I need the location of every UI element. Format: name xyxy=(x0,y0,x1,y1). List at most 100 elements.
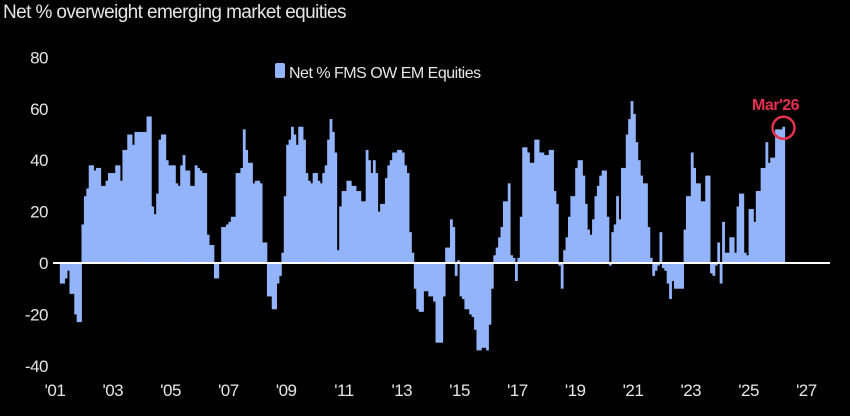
bar xyxy=(688,196,692,263)
bar xyxy=(726,252,730,263)
bar xyxy=(377,211,381,263)
bar xyxy=(548,149,552,263)
bar xyxy=(608,263,612,266)
bar xyxy=(435,263,439,343)
legend: Net % FMS OW EM Equities xyxy=(275,63,482,82)
bar xyxy=(124,149,128,263)
bar xyxy=(103,185,106,263)
bar xyxy=(604,170,607,263)
bar xyxy=(683,229,687,263)
bar xyxy=(459,263,463,297)
bar xyxy=(344,191,347,263)
bar xyxy=(76,263,80,323)
bar xyxy=(613,224,617,263)
bar xyxy=(630,101,634,263)
bar xyxy=(83,196,87,263)
bar xyxy=(541,152,545,263)
bar xyxy=(587,229,591,263)
bar xyxy=(271,263,275,310)
bar xyxy=(406,173,410,263)
bar xyxy=(95,167,99,263)
bar xyxy=(599,175,603,263)
bar xyxy=(211,245,215,263)
bar xyxy=(384,178,388,263)
bar xyxy=(536,139,540,263)
bar xyxy=(201,173,205,263)
bar xyxy=(353,185,357,263)
bar xyxy=(654,263,658,271)
bar xyxy=(763,167,766,263)
annotation-circle xyxy=(771,115,796,141)
x-tick-label: '19 xyxy=(565,381,586,400)
bar xyxy=(616,196,619,263)
bar xyxy=(281,252,285,263)
bar xyxy=(625,134,629,263)
bar xyxy=(206,234,210,263)
bar xyxy=(291,126,294,263)
x-tick-label: '09 xyxy=(276,381,297,400)
bar xyxy=(457,260,460,263)
x-tick-label: '27 xyxy=(796,381,817,400)
bar xyxy=(664,263,668,271)
bar xyxy=(317,180,321,263)
bar xyxy=(476,263,480,351)
bar xyxy=(563,250,566,263)
bar xyxy=(132,144,135,263)
bar xyxy=(148,116,152,263)
bar xyxy=(522,147,526,263)
bar xyxy=(177,185,181,263)
y-tick-label: -40 xyxy=(25,357,48,376)
bar xyxy=(580,160,583,263)
bar xyxy=(266,263,270,297)
bar xyxy=(247,162,251,263)
bar xyxy=(262,242,265,263)
bar xyxy=(428,263,432,297)
bar xyxy=(382,203,386,263)
bar xyxy=(396,149,400,263)
bar xyxy=(368,160,371,263)
bar xyxy=(300,126,304,263)
bar xyxy=(307,180,311,263)
bar xyxy=(433,263,436,302)
bar xyxy=(673,263,677,289)
bar xyxy=(71,263,75,294)
bar xyxy=(134,131,138,263)
bar xyxy=(671,263,675,281)
x-tick-label: '23 xyxy=(680,381,701,400)
bar xyxy=(606,216,610,263)
bar xyxy=(695,183,699,263)
bar xyxy=(751,209,754,263)
bar xyxy=(734,252,737,263)
bar xyxy=(387,165,391,263)
bar xyxy=(418,263,422,312)
bar xyxy=(110,173,114,263)
bar xyxy=(466,263,470,310)
bar xyxy=(127,134,131,263)
bar xyxy=(483,263,487,348)
bar xyxy=(782,126,786,263)
bar xyxy=(240,167,244,263)
bar xyxy=(199,170,203,263)
bar xyxy=(738,193,742,263)
bar xyxy=(471,263,475,317)
bar xyxy=(423,263,427,292)
bar xyxy=(163,134,167,263)
bar xyxy=(141,131,145,263)
bar xyxy=(596,185,600,263)
bar xyxy=(170,165,174,263)
bar xyxy=(389,160,393,263)
bar xyxy=(319,183,323,263)
bar xyxy=(67,263,70,271)
bar xyxy=(702,201,706,263)
bar xyxy=(348,180,352,263)
bar xyxy=(601,170,605,263)
bar xyxy=(392,152,395,263)
bar xyxy=(339,206,342,263)
bar xyxy=(514,263,518,281)
bar xyxy=(445,247,448,263)
bar xyxy=(478,263,482,351)
bar xyxy=(213,263,217,279)
bar xyxy=(486,263,489,351)
bar xyxy=(440,263,444,343)
bar xyxy=(462,263,465,299)
